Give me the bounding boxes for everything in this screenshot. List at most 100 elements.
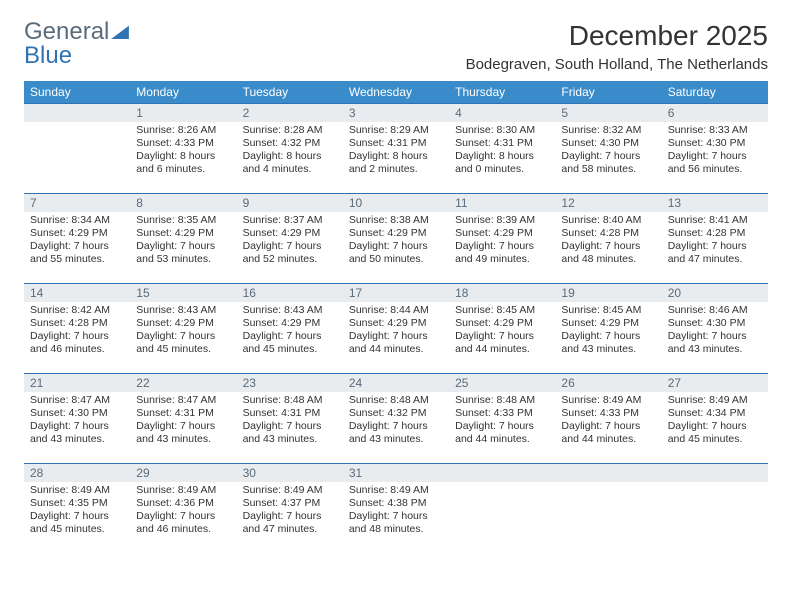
day-body: Sunrise: 8:48 AMSunset: 4:33 PMDaylight:… (449, 392, 555, 455)
day-body: Sunrise: 8:29 AMSunset: 4:31 PMDaylight:… (343, 122, 449, 185)
daylight-line: Daylight: 7 hours and 46 minutes. (136, 510, 215, 535)
sunset-line: Sunset: 4:29 PM (561, 317, 639, 329)
day-number: 11 (449, 194, 555, 212)
day-body: Sunrise: 8:49 AMSunset: 4:37 PMDaylight:… (237, 482, 343, 545)
day-cell: 6Sunrise: 8:33 AMSunset: 4:30 PMDaylight… (662, 104, 768, 194)
sunset-line: Sunset: 4:35 PM (30, 497, 108, 509)
sunrise-line: Sunrise: 8:49 AM (668, 394, 748, 406)
day-number: 16 (237, 284, 343, 302)
sunrise-line: Sunrise: 8:33 AM (668, 124, 748, 136)
day-number: 26 (555, 374, 661, 392)
daylight-line: Daylight: 7 hours and 44 minutes. (455, 330, 534, 355)
sunrise-line: Sunrise: 8:26 AM (136, 124, 216, 136)
daylight-line: Daylight: 7 hours and 48 minutes. (561, 240, 640, 265)
sunrise-line: Sunrise: 8:32 AM (561, 124, 641, 136)
header-bar: GeneralBlue December 2025 Bodegraven, So… (24, 20, 768, 73)
day-cell: 12Sunrise: 8:40 AMSunset: 4:28 PMDayligh… (555, 194, 661, 284)
day-body: Sunrise: 8:46 AMSunset: 4:30 PMDaylight:… (662, 302, 768, 365)
day-cell: 14Sunrise: 8:42 AMSunset: 4:28 PMDayligh… (24, 284, 130, 374)
dow-wed: Wednesday (343, 81, 449, 104)
day-cell: 9Sunrise: 8:37 AMSunset: 4:29 PMDaylight… (237, 194, 343, 284)
day-body: Sunrise: 8:45 AMSunset: 4:29 PMDaylight:… (555, 302, 661, 365)
sunrise-line: Sunrise: 8:43 AM (243, 304, 323, 316)
sunset-line: Sunset: 4:30 PM (668, 137, 746, 149)
day-number: 17 (343, 284, 449, 302)
sunrise-line: Sunrise: 8:42 AM (30, 304, 110, 316)
sunset-line: Sunset: 4:28 PM (561, 227, 639, 239)
sunset-line: Sunset: 4:31 PM (349, 137, 427, 149)
daylight-line: Daylight: 8 hours and 6 minutes. (136, 150, 215, 175)
dow-sun: Sunday (24, 81, 130, 104)
day-cell: 10Sunrise: 8:38 AMSunset: 4:29 PMDayligh… (343, 194, 449, 284)
day-number: 24 (343, 374, 449, 392)
day-number: 19 (555, 284, 661, 302)
day-number: 28 (24, 464, 130, 482)
sunrise-line: Sunrise: 8:29 AM (349, 124, 429, 136)
sunset-line: Sunset: 4:33 PM (455, 407, 533, 419)
daylight-line: Daylight: 7 hours and 49 minutes. (455, 240, 534, 265)
sunrise-line: Sunrise: 8:47 AM (30, 394, 110, 406)
day-cell: 17Sunrise: 8:44 AMSunset: 4:29 PMDayligh… (343, 284, 449, 374)
sunset-line: Sunset: 4:37 PM (243, 497, 321, 509)
daylight-line: Daylight: 7 hours and 43 minutes. (243, 420, 322, 445)
daylight-line: Daylight: 7 hours and 43 minutes. (30, 420, 109, 445)
day-body: Sunrise: 8:32 AMSunset: 4:30 PMDaylight:… (555, 122, 661, 185)
day-body: Sunrise: 8:48 AMSunset: 4:32 PMDaylight:… (343, 392, 449, 455)
day-cell: 15Sunrise: 8:43 AMSunset: 4:29 PMDayligh… (130, 284, 236, 374)
day-body: Sunrise: 8:41 AMSunset: 4:28 PMDaylight:… (662, 212, 768, 275)
day-cell: 2Sunrise: 8:28 AMSunset: 4:32 PMDaylight… (237, 104, 343, 194)
daylight-line: Daylight: 7 hours and 44 minutes. (349, 330, 428, 355)
sunset-line: Sunset: 4:31 PM (455, 137, 533, 149)
day-body: Sunrise: 8:49 AMSunset: 4:33 PMDaylight:… (555, 392, 661, 455)
day-cell: 31Sunrise: 8:49 AMSunset: 4:38 PMDayligh… (343, 464, 449, 554)
day-body: Sunrise: 8:43 AMSunset: 4:29 PMDaylight:… (130, 302, 236, 365)
daylight-line: Daylight: 7 hours and 43 minutes. (668, 330, 747, 355)
day-cell: 27Sunrise: 8:49 AMSunset: 4:34 PMDayligh… (662, 374, 768, 464)
daylight-line: Daylight: 7 hours and 43 minutes. (136, 420, 215, 445)
sunrise-line: Sunrise: 8:47 AM (136, 394, 216, 406)
sunrise-line: Sunrise: 8:37 AM (243, 214, 323, 226)
day-body: Sunrise: 8:34 AMSunset: 4:29 PMDaylight:… (24, 212, 130, 275)
day-body-empty (662, 482, 768, 542)
day-body: Sunrise: 8:38 AMSunset: 4:29 PMDaylight:… (343, 212, 449, 275)
sunset-line: Sunset: 4:31 PM (243, 407, 321, 419)
day-number: 3 (343, 104, 449, 122)
daylight-line: Daylight: 7 hours and 45 minutes. (136, 330, 215, 355)
day-number: 9 (237, 194, 343, 212)
day-body-empty (449, 482, 555, 542)
sunset-line: Sunset: 4:28 PM (668, 227, 746, 239)
sunset-line: Sunset: 4:32 PM (243, 137, 321, 149)
daylight-line: Daylight: 7 hours and 50 minutes. (349, 240, 428, 265)
daylight-line: Daylight: 7 hours and 48 minutes. (349, 510, 428, 535)
day-number: 22 (130, 374, 236, 392)
sunrise-line: Sunrise: 8:49 AM (243, 484, 323, 496)
day-number-empty (662, 464, 768, 482)
sunrise-line: Sunrise: 8:48 AM (243, 394, 323, 406)
dow-tue: Tuesday (237, 81, 343, 104)
dow-thu: Thursday (449, 81, 555, 104)
sunset-line: Sunset: 4:28 PM (30, 317, 108, 329)
day-number: 6 (662, 104, 768, 122)
day-cell: 24Sunrise: 8:48 AMSunset: 4:32 PMDayligh… (343, 374, 449, 464)
sunset-line: Sunset: 4:32 PM (349, 407, 427, 419)
day-number: 5 (555, 104, 661, 122)
day-cell: 13Sunrise: 8:41 AMSunset: 4:28 PMDayligh… (662, 194, 768, 284)
sunset-line: Sunset: 4:29 PM (349, 317, 427, 329)
day-body: Sunrise: 8:43 AMSunset: 4:29 PMDaylight:… (237, 302, 343, 365)
daylight-line: Daylight: 7 hours and 47 minutes. (668, 240, 747, 265)
day-number: 31 (343, 464, 449, 482)
sunrise-line: Sunrise: 8:41 AM (668, 214, 748, 226)
day-number-empty (555, 464, 661, 482)
day-body: Sunrise: 8:26 AMSunset: 4:33 PMDaylight:… (130, 122, 236, 185)
day-cell (24, 104, 130, 194)
day-cell: 30Sunrise: 8:49 AMSunset: 4:37 PMDayligh… (237, 464, 343, 554)
week-row: 21Sunrise: 8:47 AMSunset: 4:30 PMDayligh… (24, 374, 768, 464)
day-cell (449, 464, 555, 554)
day-cell: 11Sunrise: 8:39 AMSunset: 4:29 PMDayligh… (449, 194, 555, 284)
day-number: 4 (449, 104, 555, 122)
daylight-line: Daylight: 7 hours and 43 minutes. (349, 420, 428, 445)
sunset-line: Sunset: 4:36 PM (136, 497, 214, 509)
day-cell: 1Sunrise: 8:26 AMSunset: 4:33 PMDaylight… (130, 104, 236, 194)
logo-triangle-icon (111, 20, 129, 44)
day-cell: 23Sunrise: 8:48 AMSunset: 4:31 PMDayligh… (237, 374, 343, 464)
